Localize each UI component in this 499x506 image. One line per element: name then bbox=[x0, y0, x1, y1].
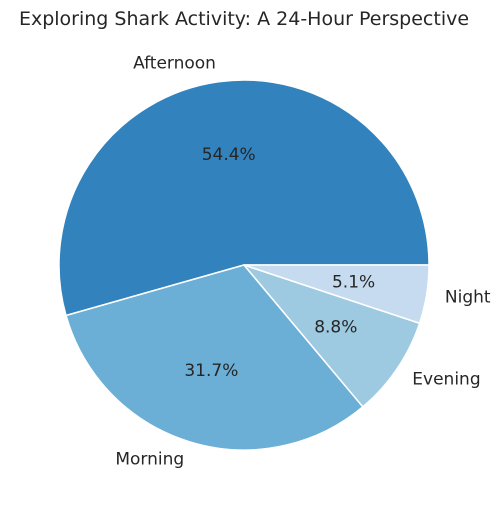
pie-labels: Afternoon 54.4% Morning 31.7% Evening 8.8% Nig… bbox=[115, 53, 491, 469]
percent-label-evening: 8.8% bbox=[314, 317, 357, 337]
pie-slice-evening bbox=[243, 264, 421, 408]
slice-label-night: Night bbox=[445, 287, 491, 307]
pie-slice-afternoon bbox=[58, 79, 430, 317]
chart-title: Exploring Shark Activity: A 24-Hour Pers… bbox=[19, 8, 469, 30]
pie-slice-night bbox=[243, 264, 430, 325]
percent-label-afternoon: 54.4% bbox=[202, 145, 256, 165]
slice-label-afternoon: Afternoon bbox=[133, 53, 216, 73]
pie-slices bbox=[58, 79, 430, 451]
pie-slice-morning bbox=[65, 264, 364, 451]
slice-label-morning: Morning bbox=[115, 450, 184, 470]
percent-label-night: 5.1% bbox=[332, 273, 375, 293]
slice-label-evening: Evening bbox=[412, 369, 480, 389]
percent-label-morning: 31.7% bbox=[184, 361, 238, 381]
